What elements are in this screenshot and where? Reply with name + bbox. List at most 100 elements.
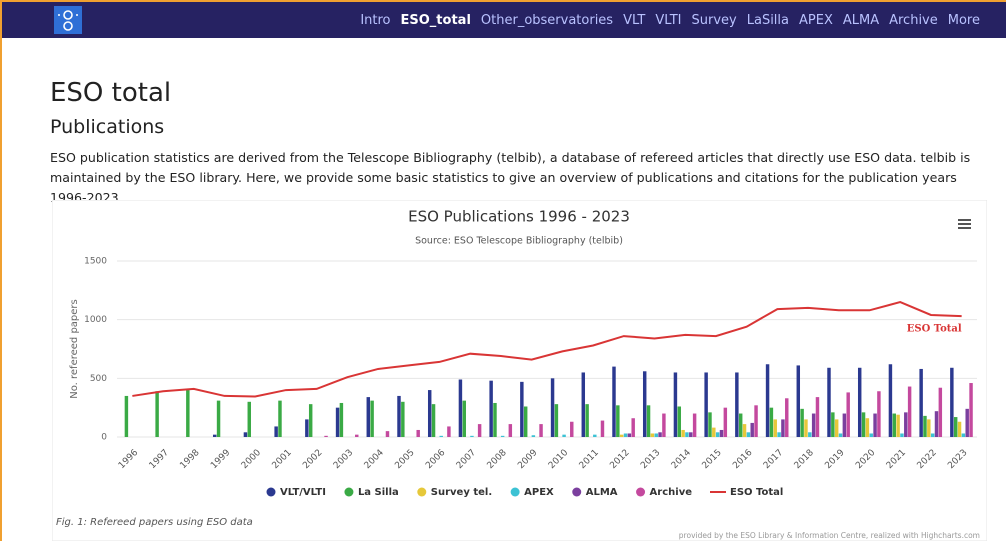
- nav-item[interactable]: VLTI: [655, 12, 682, 28]
- bar: [335, 407, 340, 437]
- bar: [934, 411, 939, 437]
- bar: [846, 392, 850, 437]
- bar: [370, 400, 374, 437]
- logo[interactable]: [54, 6, 82, 34]
- bar: [212, 434, 217, 437]
- bar: [539, 424, 543, 437]
- bar: [719, 429, 724, 437]
- bar: [339, 402, 344, 437]
- bar: [796, 365, 801, 437]
- legend-symbol: [417, 487, 427, 497]
- bar: [397, 395, 401, 437]
- menu-button[interactable]: [958, 219, 971, 229]
- legend-symbol: [266, 487, 276, 497]
- bar: [873, 413, 877, 437]
- nav-item[interactable]: Archive: [889, 12, 938, 28]
- legend-symbol: [510, 487, 520, 497]
- bar: [953, 417, 958, 437]
- bar: [570, 421, 574, 437]
- legend-symbol: [572, 487, 582, 497]
- legend-label: VLT/VLTI: [280, 487, 326, 498]
- bar: [904, 412, 908, 437]
- bar: [155, 391, 159, 437]
- bar: [950, 367, 954, 437]
- bar: [523, 406, 528, 437]
- bar: [662, 413, 666, 437]
- bar: [427, 390, 432, 437]
- intro-text: ESO publication statistics are derived f…: [50, 150, 971, 205]
- bar: [896, 414, 900, 437]
- legend-symbol: [636, 487, 646, 497]
- bar: [462, 400, 466, 437]
- bar: [888, 364, 893, 437]
- legend-label: La Silla: [358, 487, 399, 498]
- bar: [308, 404, 313, 437]
- bar: [961, 433, 966, 437]
- bar: [869, 433, 873, 437]
- bar: [689, 432, 693, 437]
- nav-item[interactable]: Other_observatories: [480, 12, 614, 28]
- bar: [642, 371, 647, 437]
- bar: [186, 390, 190, 437]
- nav-item[interactable]: More: [947, 12, 980, 28]
- bar: [324, 435, 328, 437]
- bar: [815, 397, 820, 437]
- bar: [274, 426, 278, 437]
- nav-item[interactable]: Survey: [691, 12, 737, 28]
- nav-item[interactable]: ESO_total: [400, 12, 471, 28]
- bar: [416, 429, 420, 437]
- chart-title: ESO Publications 1996 - 2023: [408, 208, 630, 226]
- line-label: ESO Total: [907, 324, 962, 335]
- bar: [969, 383, 973, 437]
- legend-label: Archive: [650, 487, 693, 498]
- y-tick-label: 500: [90, 374, 107, 384]
- chart-subtitle: Source: ESO Telescope Bibliography (telb…: [415, 236, 623, 247]
- bar: [247, 401, 251, 437]
- bar: [585, 404, 589, 437]
- bar: [865, 418, 870, 437]
- bar: [907, 386, 912, 437]
- bar: [781, 419, 785, 437]
- bar: [930, 433, 935, 437]
- bar: [738, 413, 743, 437]
- nav-items: Intro ESO_total Other_observatories VLT VLTI…: [360, 2, 980, 38]
- nav-bar: Intro ESO_total Other_observatories VLT VLTI…: [2, 0, 1006, 38]
- legend-label: Survey tel.: [431, 487, 492, 498]
- credits: provided by the ESO Library & Informatio…: [679, 531, 980, 540]
- bar: [892, 413, 896, 437]
- bar: [470, 435, 474, 437]
- bar: [923, 415, 927, 437]
- bar: [477, 424, 482, 437]
- bar: [593, 434, 597, 437]
- bar: [785, 398, 789, 437]
- bar: [366, 397, 371, 437]
- y-tick-label: 1500: [84, 257, 107, 267]
- bar: [831, 412, 835, 437]
- bar: [278, 400, 282, 437]
- bar: [769, 407, 774, 437]
- bar: [804, 419, 808, 437]
- bar: [861, 412, 866, 437]
- bar: [811, 413, 816, 437]
- bar: [489, 380, 493, 437]
- bar: [500, 435, 505, 437]
- bar: [715, 432, 720, 437]
- bar: [554, 404, 559, 437]
- bar: [765, 364, 770, 437]
- bar: [842, 413, 847, 437]
- nav-item[interactable]: Intro: [360, 12, 391, 28]
- bar: [919, 368, 923, 437]
- bar: [355, 434, 359, 437]
- bar: [685, 432, 689, 437]
- bar: [723, 407, 728, 437]
- bar: [654, 433, 658, 437]
- nav-item[interactable]: LaSilla: [746, 12, 789, 28]
- nav-item[interactable]: VLT: [623, 12, 646, 28]
- y-axis-title: No. refereed papers: [69, 299, 80, 399]
- nav-item[interactable]: APEX: [799, 12, 833, 28]
- bar: [385, 431, 390, 437]
- nav-item[interactable]: ALMA: [842, 12, 880, 28]
- bar: [827, 367, 831, 437]
- bar: [938, 387, 943, 437]
